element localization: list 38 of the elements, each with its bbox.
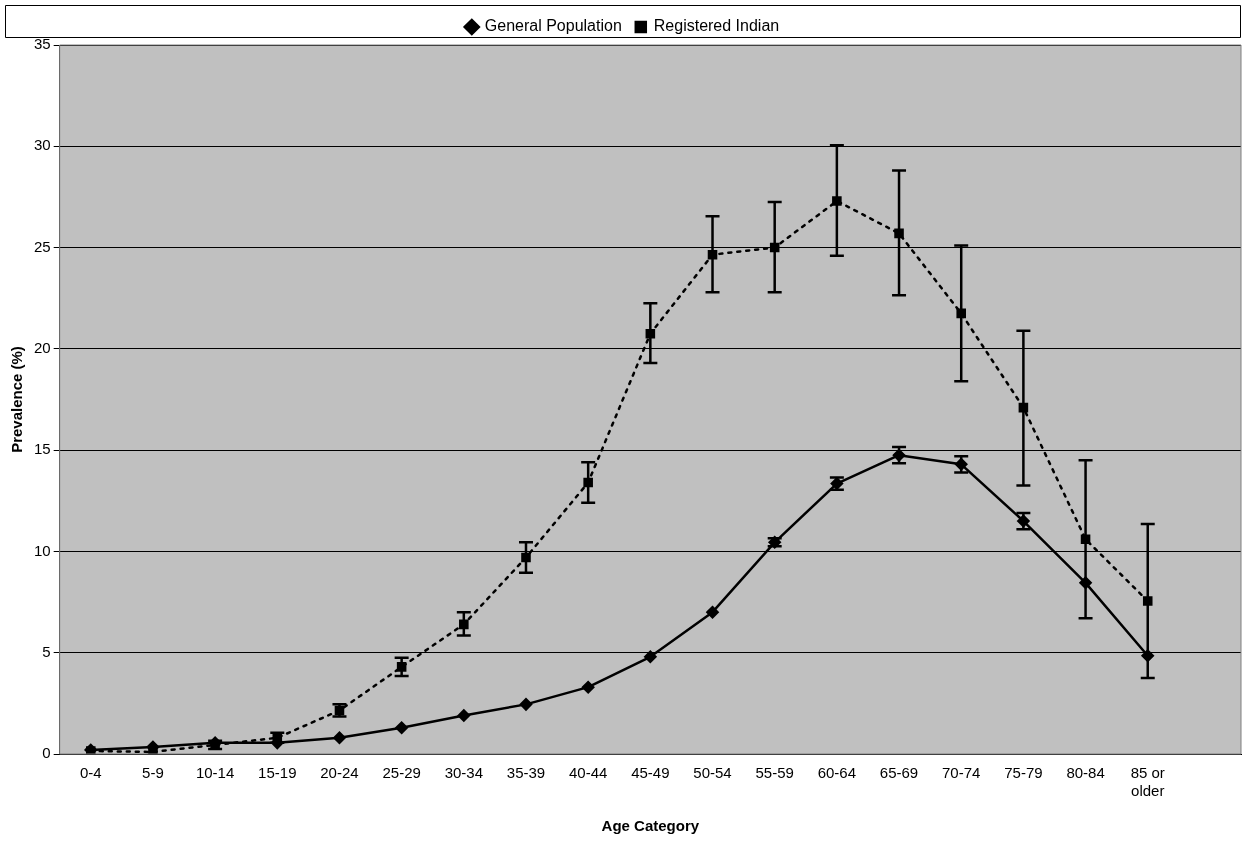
x-tick-label: 15-19	[258, 764, 297, 782]
x-tick-label: 75-79	[1004, 764, 1043, 782]
x-tick-label: 5-9	[142, 764, 164, 782]
x-tick-label: 60-64	[817, 764, 857, 782]
point	[644, 650, 657, 664]
x-tick-label: 45-49	[631, 764, 670, 782]
x-tick-label: 10-14	[195, 764, 235, 782]
x-tick-label: 55-59	[755, 764, 794, 782]
x-tick-label: 85 or older	[1130, 764, 1165, 800]
x-tick-label: 40-44	[568, 764, 608, 782]
point	[706, 605, 719, 619]
x-tick-label: 80-84	[1066, 764, 1105, 782]
point	[519, 698, 533, 711]
x-tick-label: 70-74	[942, 764, 981, 782]
legend-label: General Population	[484, 17, 622, 35]
x-axis-title: Age Category	[601, 817, 700, 835]
x-tick-label: 50-54	[693, 764, 732, 782]
x-tick-label: 0-4	[79, 764, 102, 782]
point	[832, 196, 842, 206]
x-tick-label: 20-24	[320, 764, 359, 782]
y-tick-label: 25	[34, 237, 51, 255]
y-tick-label: 15	[34, 440, 51, 458]
y-tick-label: 5	[42, 642, 51, 660]
point	[581, 680, 595, 694]
x-tick-label: 35-39	[506, 764, 546, 782]
y-tick-label: 35	[34, 35, 51, 53]
x-tick-label: 65-69	[879, 764, 919, 782]
legend-label: Registered Indian	[653, 17, 780, 35]
y-axis-title: Prevalence (%)	[8, 346, 26, 453]
x-tick-label: 25-29	[382, 764, 421, 782]
point	[457, 709, 471, 722]
point	[333, 731, 346, 745]
point	[395, 721, 408, 734]
y-tick-label: 0	[42, 744, 51, 762]
y-tick-label: 20	[34, 339, 51, 356]
y-tick-label: 30	[34, 136, 51, 154]
x-tick-label: 30-34	[444, 764, 484, 782]
y-tick-label: 10	[34, 541, 51, 559]
